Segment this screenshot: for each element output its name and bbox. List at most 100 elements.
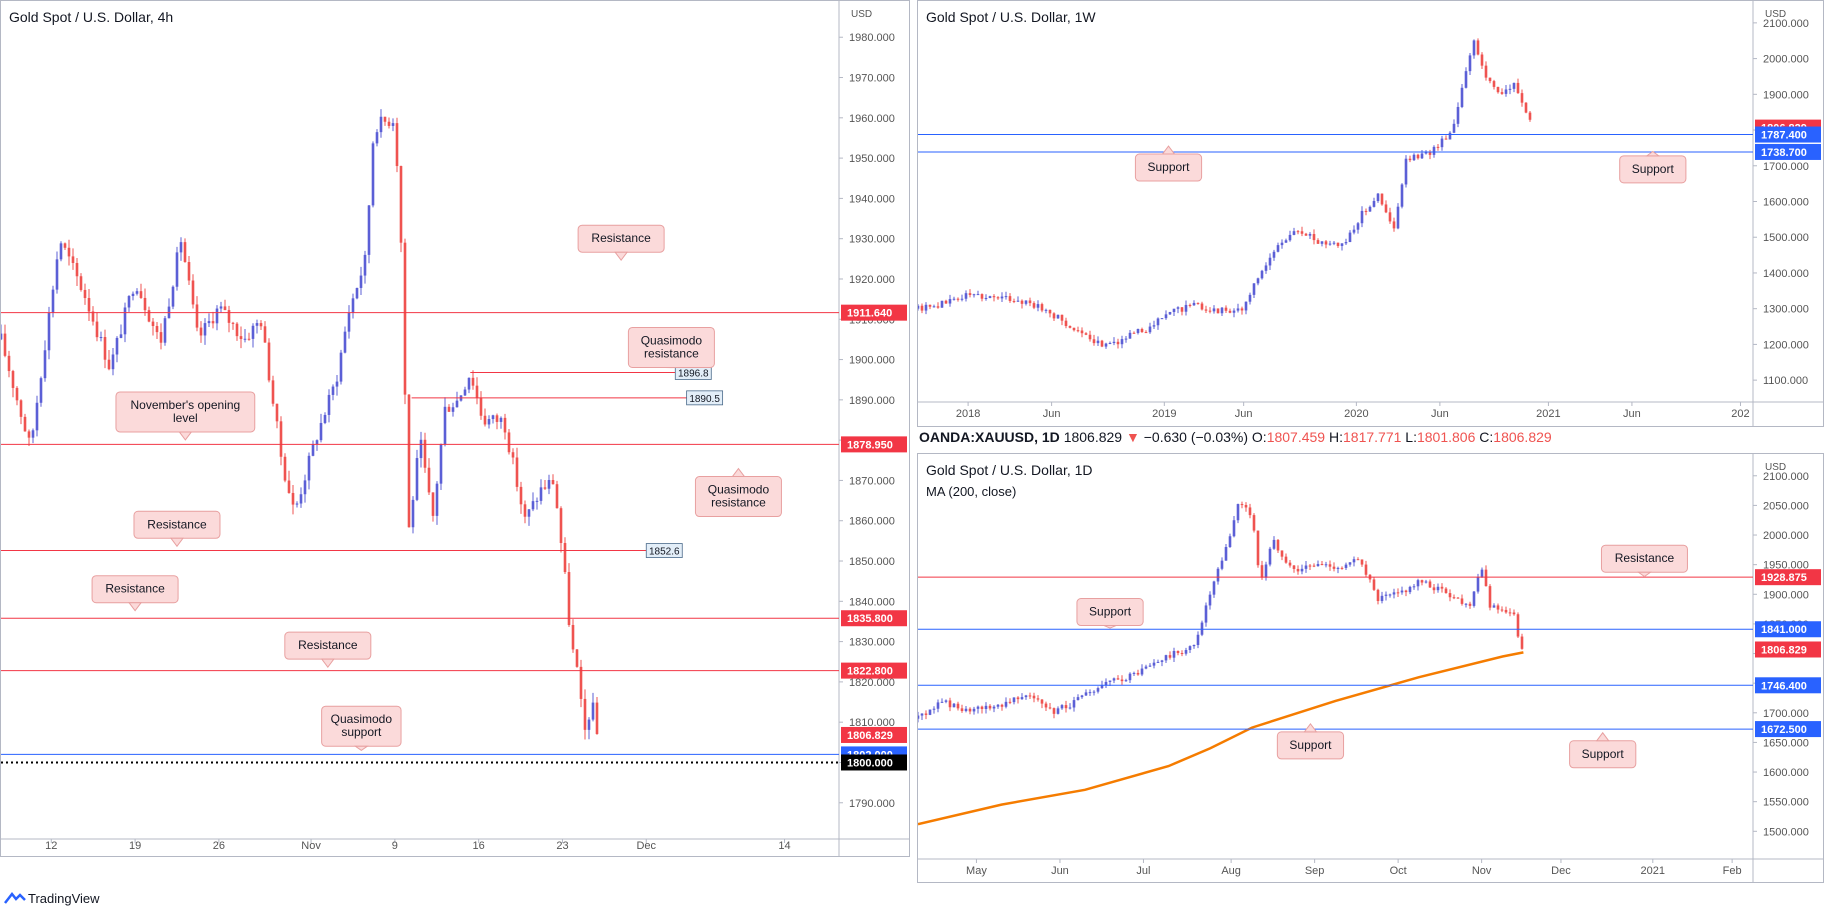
candle-body xyxy=(1052,313,1056,319)
candle-body xyxy=(1120,679,1124,682)
y-tick-label: 1900.000 xyxy=(1763,89,1809,101)
candle-body xyxy=(267,342,271,381)
candle-body xyxy=(996,297,1000,299)
y-tick-label: 1950.000 xyxy=(1763,560,1809,572)
candle-body xyxy=(307,455,311,481)
candle-body xyxy=(1268,257,1272,266)
candle-body xyxy=(335,381,339,387)
candle-body xyxy=(1340,243,1344,246)
candle-body xyxy=(75,262,79,277)
candle-body xyxy=(19,400,23,417)
candle-body xyxy=(1108,342,1112,344)
x-tick-label: 202 xyxy=(1731,408,1749,420)
candle-body xyxy=(1176,307,1180,309)
chart-4h[interactable]: USD 1790.000 1800.000 1810.000 1820.000 1830.… xyxy=(1,1,909,856)
candle-body xyxy=(511,452,515,458)
price-tag-label: 1672.500 xyxy=(1761,724,1807,736)
candle-body xyxy=(343,331,347,353)
candle-body xyxy=(23,416,27,432)
candle-body xyxy=(579,666,583,699)
candle-body xyxy=(263,326,267,343)
candle-body xyxy=(918,715,920,719)
candle-body xyxy=(940,300,944,308)
candle-body xyxy=(315,440,319,445)
candle-body xyxy=(1112,678,1116,681)
candle-body xyxy=(1256,530,1260,566)
candle-body xyxy=(1392,221,1396,229)
price-tag-label: 1822.800 xyxy=(847,666,893,678)
candle-body xyxy=(972,708,976,712)
candle-body xyxy=(527,509,531,517)
candle-body xyxy=(1408,158,1412,161)
candle-body xyxy=(1060,314,1064,321)
y-tick-label: 1920.000 xyxy=(849,274,895,286)
candle-body xyxy=(1072,700,1076,708)
candle-body xyxy=(503,417,507,433)
candle-body xyxy=(151,321,155,327)
candle-body xyxy=(1004,701,1008,707)
candle-body xyxy=(207,321,211,324)
candle-body xyxy=(203,323,207,336)
candle-body xyxy=(976,706,980,709)
candle-body xyxy=(1312,234,1316,241)
candle-body xyxy=(1348,562,1352,565)
candle-body xyxy=(996,704,1000,707)
chart-panel-1d[interactable]: USD 1500.000 1550.000 1600.000 1650.000 1700.… xyxy=(917,453,1824,883)
candle-body xyxy=(571,624,575,650)
annotation-text: Resistance xyxy=(591,231,651,245)
price-tag xyxy=(1755,621,1821,638)
annotation-pointer xyxy=(614,251,629,262)
indicator-label: MA (200, close) xyxy=(926,484,1017,499)
candle-body xyxy=(918,305,920,309)
annotation-text: Support xyxy=(1582,747,1625,761)
candle-body xyxy=(1196,302,1200,304)
candle-body xyxy=(1112,341,1116,343)
candle-body xyxy=(960,708,964,712)
candle-body xyxy=(1192,302,1196,306)
chart-panel-1w[interactable]: USD 1100.000 1200.000 1300.000 1400.000 1500.… xyxy=(917,0,1824,427)
candle-body xyxy=(1180,307,1184,312)
chart-panel-4h[interactable]: USD 1790.000 1800.000 1810.000 1820.000 1830.… xyxy=(0,0,910,857)
candle-body xyxy=(968,293,972,295)
candle-body xyxy=(295,503,299,505)
candle-body xyxy=(479,397,483,416)
y-tick-label: 1980.000 xyxy=(849,32,895,44)
candle-body xyxy=(483,415,487,425)
candle-body xyxy=(1460,598,1464,604)
candle-body xyxy=(183,242,187,263)
candle-body xyxy=(1396,206,1400,229)
candle-body xyxy=(403,242,407,395)
price-tag-label: 1835.800 xyxy=(847,613,893,625)
candle-body xyxy=(1232,520,1236,537)
candle-body xyxy=(1160,318,1164,320)
candle-body xyxy=(1292,231,1296,235)
level-box-label: 1852.6 xyxy=(649,547,680,558)
candle-body xyxy=(1012,697,1016,703)
candle-body xyxy=(1104,343,1108,347)
chart-1d[interactable]: USD 1500.000 1550.000 1600.000 1650.000 1700.… xyxy=(918,454,1823,882)
candle-body xyxy=(1296,231,1300,233)
chart-1w[interactable]: USD 1100.000 1200.000 1300.000 1400.000 1500.… xyxy=(918,1,1823,426)
y-tick-label: 1840.000 xyxy=(849,596,895,608)
candle-body xyxy=(948,700,952,708)
candle-body xyxy=(980,706,984,710)
candle-body xyxy=(1500,92,1504,94)
candle-body xyxy=(1320,241,1324,244)
candle-body xyxy=(1496,86,1500,93)
candle-body xyxy=(39,378,43,403)
y-tick-label: 1500.000 xyxy=(1763,232,1809,244)
candle-body xyxy=(1012,300,1016,302)
footer-brand[interactable]: TradingView xyxy=(0,888,300,910)
candle-body xyxy=(499,417,503,422)
candle-body xyxy=(243,338,247,340)
candle-body xyxy=(1040,304,1044,311)
candle-body xyxy=(1048,309,1052,314)
candle-body xyxy=(159,332,163,343)
candle-body xyxy=(944,700,948,702)
annotation-pointer xyxy=(320,658,335,668)
candle-body xyxy=(211,321,215,324)
candle-body xyxy=(1208,310,1212,312)
price-tag xyxy=(1755,143,1821,160)
candle-body xyxy=(1516,614,1520,637)
candle-body xyxy=(956,298,960,300)
